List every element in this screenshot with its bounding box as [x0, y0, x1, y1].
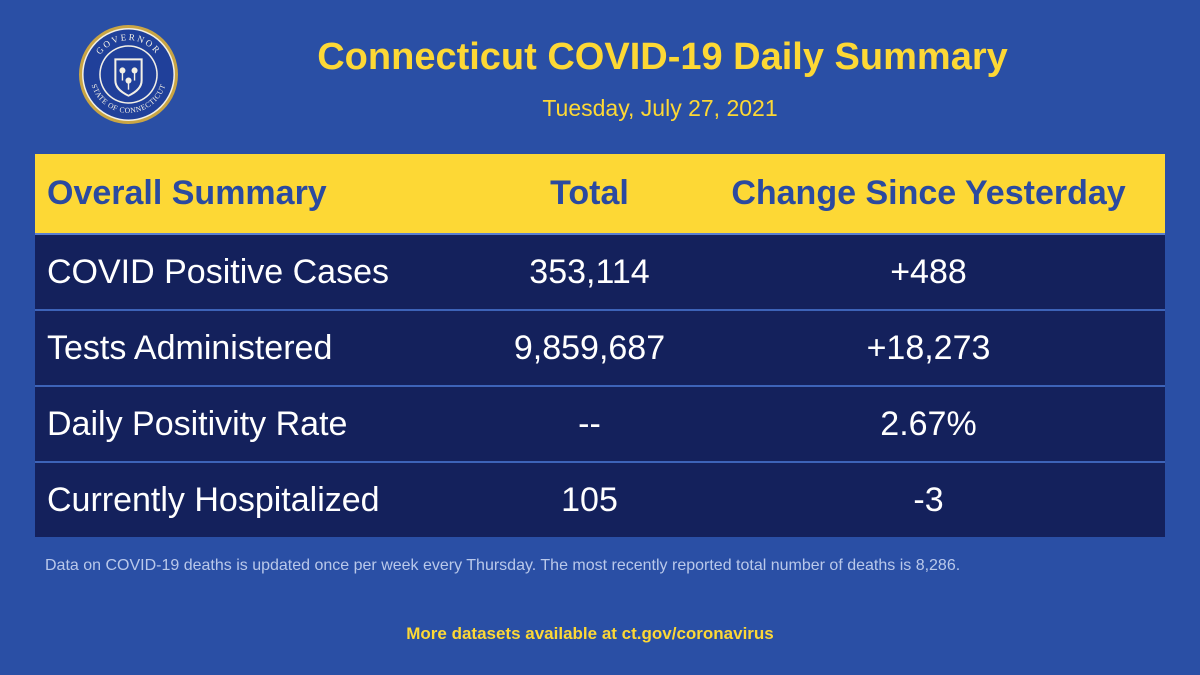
- more-datasets-link: More datasets available at ct.gov/corona…: [406, 624, 774, 643]
- table-row: Daily Positivity Rate -- 2.67%: [35, 387, 1165, 463]
- row-change: +18,273: [866, 328, 991, 367]
- column-header-summary: Overall Summary: [47, 174, 327, 212]
- table-row: COVID Positive Cases 353,114 +488: [35, 235, 1165, 311]
- summary-table: Overall Summary Total Change Since Yeste…: [35, 154, 1165, 537]
- row-label: COVID Positive Cases: [47, 252, 389, 291]
- row-label: Daily Positivity Rate: [47, 404, 348, 443]
- column-header-change: Change Since Yesterday: [731, 174, 1126, 212]
- row-total: --: [578, 404, 601, 443]
- row-change: +488: [890, 252, 967, 291]
- row-total: 105: [561, 480, 618, 519]
- table-row: Tests Administered 9,859,687 +18,273: [35, 311, 1165, 387]
- state-seal-logo: GOVERNOR STATE OF CONNECTICUT: [79, 25, 178, 124]
- row-change: -3: [913, 480, 944, 519]
- table-header-row: Overall Summary Total Change Since Yeste…: [35, 154, 1165, 235]
- deaths-footnote: Data on COVID-19 deaths is updated once …: [45, 557, 961, 574]
- row-label: Currently Hospitalized: [47, 480, 380, 519]
- report-date: Tuesday, July 27, 2021: [542, 95, 778, 121]
- row-label: Tests Administered: [47, 328, 333, 367]
- row-total: 353,114: [529, 252, 650, 291]
- row-change: 2.67%: [880, 404, 977, 443]
- page-title: Connecticut COVID-19 Daily Summary: [317, 36, 1008, 78]
- table-row: Currently Hospitalized 105 -3: [35, 463, 1165, 537]
- column-header-total: Total: [550, 174, 629, 212]
- row-total: 9,859,687: [513, 328, 666, 367]
